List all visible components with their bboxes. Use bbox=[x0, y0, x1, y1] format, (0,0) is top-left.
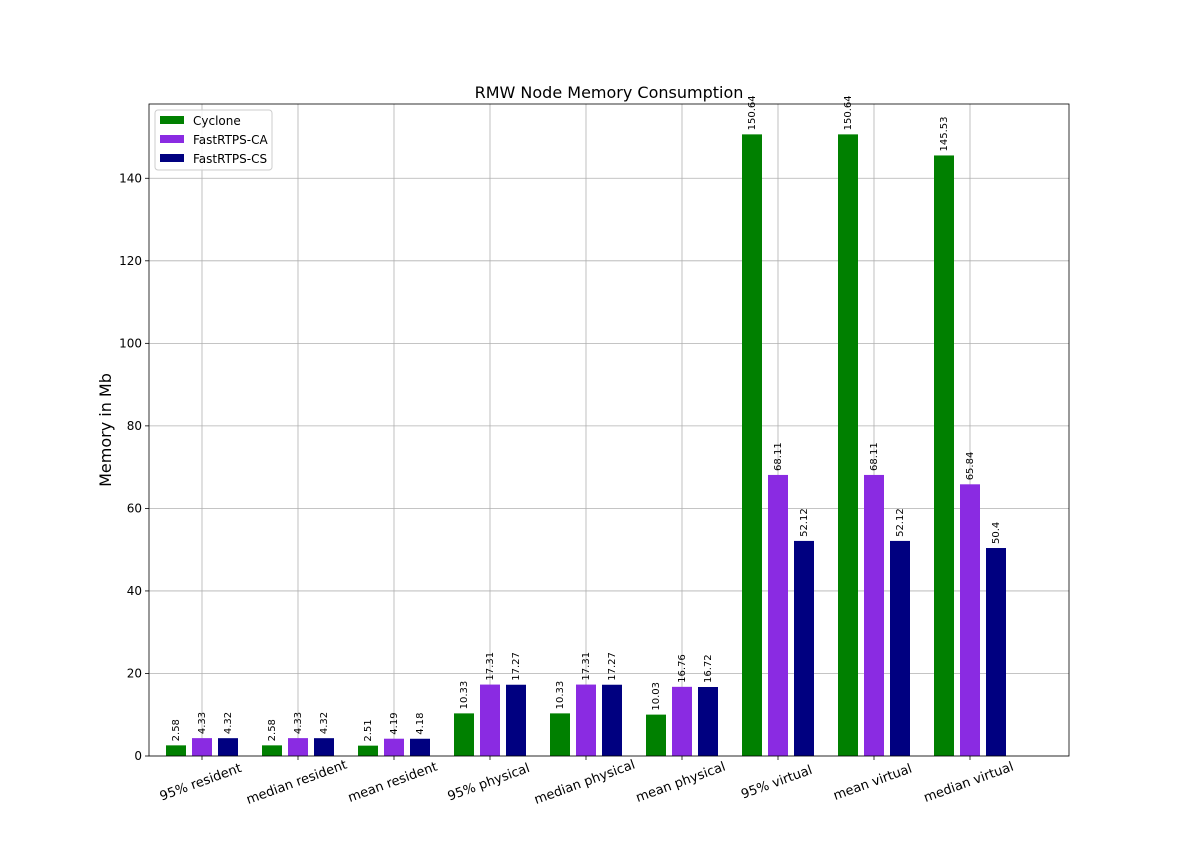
bar-value-label: 16.76 bbox=[677, 654, 688, 683]
bar-value-label: 50.4 bbox=[991, 522, 1002, 544]
legend-swatch bbox=[160, 135, 184, 143]
bar-cyclone bbox=[166, 745, 186, 756]
bar-fastrtps-ca bbox=[768, 474, 788, 756]
bar-value-label: 4.32 bbox=[319, 712, 330, 734]
plot-frame bbox=[148, 103, 1070, 757]
y-tick-label: 100 bbox=[119, 336, 142, 350]
bar-value-label: 150.64 bbox=[747, 95, 758, 130]
bar-value-label: 2.58 bbox=[171, 719, 182, 741]
bar-fastrtps-ca bbox=[288, 738, 308, 756]
y-tick-label: 20 bbox=[127, 666, 142, 680]
bar-value-label: 150.64 bbox=[843, 95, 854, 130]
y-tick-label: 120 bbox=[119, 254, 142, 268]
bar-fastrtps-cs bbox=[698, 687, 718, 756]
bar-fastrtps-cs bbox=[794, 540, 814, 756]
bar-value-label: 65.84 bbox=[965, 452, 976, 481]
bar-cyclone bbox=[934, 155, 954, 756]
bar-fastrtps-cs bbox=[218, 738, 238, 756]
x-tick-label: mean virtual bbox=[831, 762, 914, 804]
bar-value-label: 17.31 bbox=[485, 652, 496, 681]
legend-label: FastRTPS-CS bbox=[193, 152, 267, 166]
bar-cyclone bbox=[358, 745, 378, 756]
bar-cyclone bbox=[742, 134, 762, 756]
bar-value-label: 17.27 bbox=[607, 652, 618, 681]
y-tick-label: 140 bbox=[119, 171, 142, 185]
bar-fastrtps-ca bbox=[960, 484, 980, 756]
bar-fastrtps-cs bbox=[986, 548, 1006, 756]
bar-value-label: 17.31 bbox=[581, 652, 592, 681]
legend-label: Cyclone bbox=[193, 114, 241, 128]
x-tick-label: mean physical bbox=[634, 760, 728, 806]
bar-fastrtps-ca bbox=[192, 738, 212, 756]
legend-label: FastRTPS-CA bbox=[193, 133, 268, 147]
bar-cyclone bbox=[550, 713, 570, 756]
x-tick-label: median physical bbox=[532, 758, 637, 808]
bar-value-label: 145.53 bbox=[939, 116, 950, 151]
bar-fastrtps-ca bbox=[672, 686, 692, 756]
bar-fastrtps-ca bbox=[480, 684, 500, 756]
x-tick-label: median virtual bbox=[922, 760, 1016, 806]
bar-value-label: 68.11 bbox=[773, 442, 784, 471]
y-tick-label: 60 bbox=[127, 501, 142, 515]
bar-value-label: 52.12 bbox=[895, 508, 906, 537]
bar-value-label: 4.32 bbox=[223, 712, 234, 734]
bar-value-label: 17.27 bbox=[511, 652, 522, 681]
bar-value-label: 16.72 bbox=[703, 654, 714, 683]
y-tick-label: 0 bbox=[134, 749, 142, 763]
bar-fastrtps-cs bbox=[314, 738, 334, 756]
bar-fastrtps-cs bbox=[506, 684, 526, 756]
x-tick-label: 95% virtual bbox=[739, 763, 814, 803]
value-labels-layer: 2.58 2.58 2.51 10.33 10.33 10.03 150.64 150.64 1… bbox=[171, 95, 1002, 741]
legend: Cyclone FastRTPS-CA FastRTPS-CS bbox=[154, 109, 273, 171]
bar-cyclone bbox=[454, 713, 474, 756]
y-axis-label: Memory in Mb bbox=[96, 373, 115, 487]
bar-cyclone bbox=[838, 134, 858, 756]
y-tick-label: 40 bbox=[127, 584, 142, 598]
bar-value-label: 52.12 bbox=[799, 508, 810, 537]
bar-fastrtps-cs bbox=[890, 540, 910, 756]
bar-value-label: 4.33 bbox=[197, 712, 208, 734]
chart-title: RMW Node Memory Consumption bbox=[475, 83, 744, 102]
bar-value-label: 68.11 bbox=[869, 442, 880, 471]
legend-swatch bbox=[160, 116, 184, 124]
legend-swatch bbox=[160, 154, 184, 162]
bar-value-label: 4.18 bbox=[415, 712, 426, 734]
bar-value-label: 10.33 bbox=[555, 681, 566, 710]
y-tick-label: 80 bbox=[127, 419, 142, 433]
x-tick-label: 95% physical bbox=[446, 761, 532, 805]
bar-cyclone bbox=[646, 714, 666, 756]
bar-value-label: 2.58 bbox=[267, 719, 278, 741]
x-tick-label: mean resident bbox=[346, 760, 439, 806]
bar-fastrtps-ca bbox=[384, 738, 404, 756]
x-tick-label: median resident bbox=[244, 758, 349, 808]
bar-value-label: 10.33 bbox=[459, 681, 470, 710]
bar-cyclone bbox=[262, 745, 282, 756]
bar-value-label: 10.03 bbox=[651, 682, 662, 711]
bar-fastrtps-cs bbox=[602, 684, 622, 756]
bar-value-label: 4.19 bbox=[389, 712, 400, 734]
grid-layer bbox=[149, 104, 1069, 757]
bar-fastrtps-ca bbox=[864, 474, 884, 756]
bar-value-label: 4.33 bbox=[293, 712, 304, 734]
legend-box bbox=[154, 109, 273, 171]
bars-layer bbox=[166, 134, 1006, 756]
bar-value-label: 2.51 bbox=[363, 719, 374, 741]
bar-fastrtps-ca bbox=[576, 684, 596, 756]
bar-fastrtps-cs bbox=[410, 738, 430, 756]
x-tick-label: 95% resident bbox=[158, 761, 244, 805]
